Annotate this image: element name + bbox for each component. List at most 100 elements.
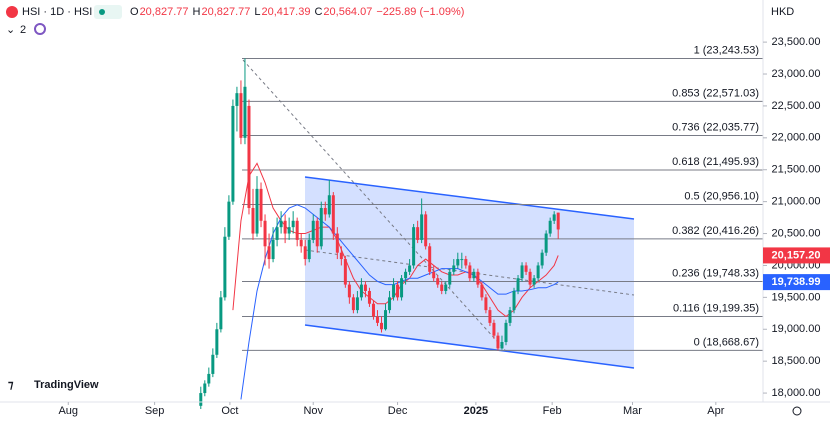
candle-body (303, 246, 307, 260)
indicators-toggle[interactable]: ⌄ (6, 24, 15, 36)
status-badge[interactable] (94, 5, 122, 19)
x-tick-label: Dec (388, 405, 408, 417)
ohlc-key: O (130, 6, 139, 18)
channel-lower (304, 324, 635, 369)
candle-body (299, 239, 303, 247)
change: −225.89 (−1.09%) (376, 6, 464, 18)
candle-body (552, 214, 556, 221)
logo-mark: ⁊ (8, 379, 14, 391)
candle-body (392, 284, 396, 298)
ohlc-key: C (314, 6, 322, 18)
candle-body (331, 195, 335, 234)
candle-body (327, 195, 331, 215)
candle-body (460, 259, 464, 261)
symbol: HSI · 1D · HSI (22, 6, 92, 18)
x-tick-label: 2025 (464, 405, 488, 417)
candle-body (484, 297, 488, 311)
candle-body (400, 278, 404, 298)
candle-body (508, 310, 512, 323)
settings-icon[interactable] (792, 406, 802, 416)
candle-body (239, 93, 243, 138)
candle-body (371, 303, 375, 317)
y-tick-label: 18,000.00 (772, 387, 821, 399)
candle-body (275, 227, 279, 240)
candle-body (464, 259, 468, 266)
candle-body (291, 220, 295, 228)
candle-body (504, 322, 508, 343)
y-tick-label: 23,500.00 (772, 36, 821, 48)
candle-body (263, 220, 267, 247)
candle-body (452, 265, 456, 272)
candle-body (548, 220, 552, 234)
candle-body (412, 227, 416, 266)
candle-body (436, 278, 440, 285)
price-tag-label: 20,157.20 (772, 249, 821, 261)
x-tick-label: Feb (543, 405, 562, 417)
candle-body (351, 297, 355, 311)
candle-body (540, 252, 544, 266)
fib-label: 0.116 (19,199.35) (673, 302, 759, 314)
fib-label: 0.5 (20,956.10) (684, 190, 759, 202)
logo: TradingView (34, 379, 99, 391)
candle-body (520, 265, 524, 279)
candle-body (440, 284, 444, 291)
candle-body (448, 271, 452, 285)
y-tick-label: 22,500.00 (772, 100, 821, 112)
x-tick-label: Sep (145, 405, 165, 417)
channel-upper (304, 176, 635, 220)
candle-body (359, 284, 363, 298)
candle-body (339, 252, 343, 260)
candle-body (428, 246, 432, 272)
y-tick-label: 19,000.00 (772, 323, 821, 335)
plot-area: 1 (23,243.53) 0.853 (22,571.03) 0.736 (22,… (199, 44, 763, 410)
candle-body (307, 239, 311, 260)
candle-body (247, 105, 251, 209)
candle-body (271, 239, 275, 260)
candle-body (295, 220, 299, 240)
candle-body (255, 188, 259, 234)
candle-body (516, 278, 520, 291)
candle-body (231, 105, 235, 202)
candle-body (287, 227, 291, 234)
fib-label: 0.236 (19,748.33) (672, 267, 759, 279)
candle-body (367, 290, 371, 304)
candle-body (528, 271, 532, 285)
candle-body (215, 329, 219, 355)
candle-body (424, 214, 428, 247)
candle-body (259, 188, 263, 221)
y-tick-label: 22,000.00 (772, 132, 821, 144)
ohlc-legend: O 20,827.77 H 20,827.77 L 20,417.39 C 20,564.07… (130, 6, 464, 18)
y-tick-label: 19,500.00 (772, 291, 821, 303)
candle-body (444, 284, 448, 291)
candle-body (199, 393, 203, 406)
candle-body (380, 322, 383, 330)
ohlc-key: H (193, 6, 201, 18)
fib-label: 1 (23,243.53) (694, 44, 759, 56)
candle-body (211, 354, 215, 374)
x-tick-label: Oct (221, 405, 238, 417)
candle-body (456, 259, 460, 266)
candle-body (243, 86, 247, 138)
fib-label: 0.853 (22,571.03) (672, 87, 759, 99)
candle-body (532, 278, 536, 285)
candle-body (388, 297, 392, 311)
candle-body (323, 208, 327, 215)
candle-body (347, 284, 351, 298)
candle-body (420, 214, 424, 240)
indicator-icon[interactable] (34, 23, 46, 35)
candle-body (335, 233, 339, 253)
candle-body (251, 208, 255, 234)
y-tick-label: 18,500.00 (772, 355, 821, 367)
fib-label: 0 (18,668.67) (694, 336, 759, 348)
channel-midline (304, 249, 635, 296)
candle-body (223, 236, 227, 298)
x-tick-label: Apr (707, 405, 724, 417)
candle-body (279, 220, 283, 228)
y-tick-label: 21,000.00 (772, 196, 821, 208)
candle-body (556, 212, 560, 230)
candle-body (544, 233, 548, 253)
currency: HKD (771, 6, 794, 18)
ohlc-key: L (254, 6, 260, 18)
candle-body (480, 284, 484, 298)
